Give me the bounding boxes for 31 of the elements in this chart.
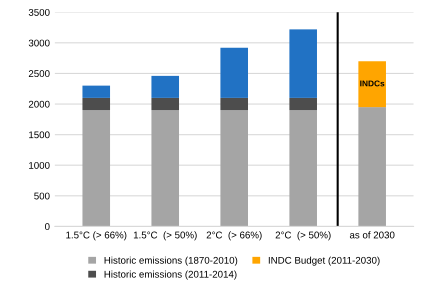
y-tick-label: 2000 — [28, 100, 50, 108]
legend-label: Historic emissions (1870-2010) — [104, 256, 238, 266]
bar — [358, 61, 386, 108]
bar — [289, 98, 317, 110]
legend-label: INDC Budget (2011-2030) — [268, 256, 380, 266]
bar — [151, 76, 180, 98]
y-tick-label: 3000 — [28, 40, 50, 46]
y-tick-label: 3500 — [28, 8, 50, 16]
bar — [82, 86, 110, 98]
x-tick-label: 2°C (> 66%) — [206, 231, 262, 240]
y-tick-label: 1000 — [29, 162, 50, 169]
bar — [289, 29, 317, 98]
legend-label: Historic emissions (2011-2014) — [104, 270, 236, 280]
data-label: INDCs — [360, 80, 384, 86]
bar — [82, 98, 110, 110]
bar — [151, 98, 180, 110]
x-tick-label: 1.5°C (> 66%) — [66, 231, 126, 240]
y-tick-label: 500 — [34, 192, 50, 200]
y-tick-label: 2500 — [28, 70, 50, 78]
x-tick-label: 1.5°C (> 50%) — [134, 231, 197, 240]
bar — [358, 107, 386, 226]
y-tick-label: 0 — [44, 223, 50, 230]
x-tick-label: 2°C (> 50%) — [276, 231, 331, 240]
bar — [151, 110, 180, 226]
bar — [220, 48, 248, 98]
bar — [82, 110, 110, 226]
y-tick-label: 1500 — [29, 131, 50, 138]
bar — [220, 110, 248, 226]
x-tick-label: as of 2030 — [350, 231, 394, 238]
bar — [220, 98, 248, 110]
bar — [289, 110, 317, 226]
